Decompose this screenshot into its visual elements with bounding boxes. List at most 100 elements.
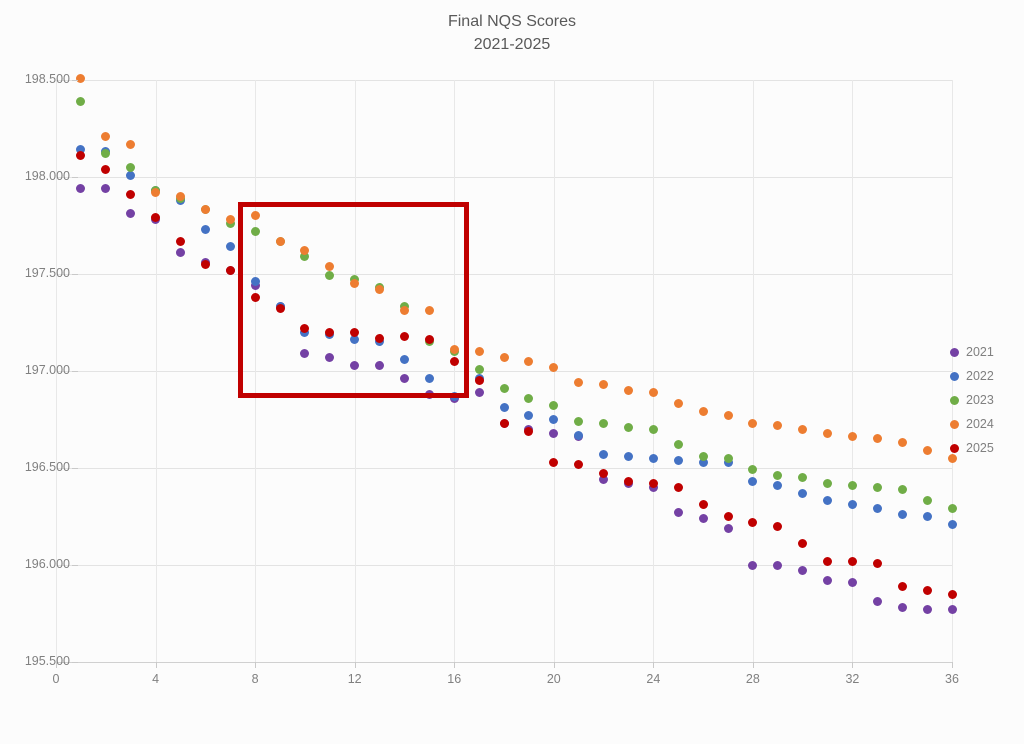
x-axis-tick-mark — [653, 662, 655, 668]
gridline-vertical — [653, 80, 655, 662]
data-point-2022 — [574, 430, 584, 440]
gridline-vertical — [952, 80, 953, 662]
y-axis-tick-label: 198.500 — [24, 72, 70, 86]
y-axis-tick-label: 195.500 — [24, 654, 70, 668]
data-point-2023 — [300, 252, 310, 262]
data-point-2024 — [599, 380, 609, 390]
data-point-2024 — [126, 139, 136, 149]
data-point-2023 — [101, 149, 111, 159]
data-point-2021 — [76, 184, 86, 194]
y-axis-tick-mark — [72, 468, 78, 469]
data-point-2022 — [648, 453, 658, 463]
data-point-2024 — [648, 387, 658, 397]
data-point-2022 — [947, 519, 957, 529]
data-point-2023 — [623, 422, 633, 432]
data-point-2025 — [823, 556, 833, 566]
y-axis-tick-mark — [72, 177, 78, 178]
data-point-2022 — [673, 455, 683, 465]
data-point-2023 — [847, 480, 857, 490]
data-point-2023 — [773, 471, 783, 481]
gridline-vertical — [155, 80, 157, 662]
data-point-2025 — [200, 259, 210, 269]
data-point-2021 — [474, 387, 484, 397]
data-point-2025 — [250, 292, 260, 302]
data-point-2025 — [275, 304, 285, 314]
data-point-2022 — [549, 415, 559, 424]
data-point-2021 — [549, 428, 559, 438]
gridline-horizontal — [56, 177, 952, 178]
data-point-2022 — [823, 496, 833, 506]
data-point-2025 — [773, 521, 783, 531]
y-axis-tick-label: 197.500 — [24, 266, 70, 280]
data-point-2024 — [947, 453, 957, 463]
data-point-2025 — [424, 335, 434, 345]
data-point-2022 — [399, 354, 409, 364]
data-point-2024 — [101, 131, 111, 141]
data-point-2022 — [922, 512, 932, 521]
data-point-2024 — [773, 420, 783, 430]
data-point-2025 — [698, 500, 708, 510]
data-point-2025 — [126, 189, 136, 199]
data-point-2024 — [847, 432, 857, 442]
data-point-2021 — [126, 209, 136, 219]
data-point-2021 — [798, 566, 808, 576]
data-point-2024 — [76, 73, 86, 83]
data-point-2024 — [623, 385, 633, 395]
x-axis-tick-label: 24 — [646, 672, 661, 686]
legend-item-2023[interactable]: 2023 — [950, 388, 1016, 412]
data-point-2022 — [798, 488, 808, 498]
data-point-2025 — [499, 418, 509, 428]
data-point-2023 — [648, 424, 658, 434]
legend-item-2021[interactable]: 2021 — [950, 340, 1016, 364]
data-point-2023 — [947, 504, 957, 514]
data-point-2022 — [225, 242, 235, 252]
y-axis-tick-label: 196.000 — [24, 557, 70, 571]
data-point-2025 — [524, 426, 534, 436]
data-point-2021 — [872, 597, 882, 607]
data-point-2024 — [399, 306, 409, 316]
x-axis-tick-label: 32 — [845, 672, 860, 686]
x-axis-tick-mark — [852, 662, 854, 668]
data-point-2025 — [474, 376, 484, 386]
data-point-2024 — [250, 211, 260, 221]
legend-item-2024[interactable]: 2024 — [950, 412, 1016, 436]
chart-title: Final NQS Scores 2021-2025 — [0, 10, 1024, 56]
data-point-2021 — [947, 605, 957, 615]
x-axis-tick-mark — [952, 662, 953, 668]
gridline-vertical — [56, 80, 57, 662]
data-point-2023 — [872, 482, 882, 492]
data-point-2025 — [300, 323, 310, 333]
data-point-2025 — [151, 213, 161, 223]
chart-legend: 2021 2022 2023 2024 2025 — [950, 340, 1016, 460]
data-point-2021 — [773, 560, 783, 570]
data-point-2023 — [823, 479, 833, 489]
data-point-2024 — [798, 424, 808, 434]
data-point-2024 — [922, 446, 932, 456]
data-point-2021 — [101, 184, 111, 194]
y-axis-tick-label: 197.000 — [24, 363, 70, 377]
data-point-2024 — [375, 285, 385, 295]
y-axis-tick-label: 198.000 — [24, 169, 70, 183]
data-point-2021 — [350, 360, 360, 370]
data-point-2021 — [300, 349, 310, 359]
gridline-vertical — [454, 80, 456, 662]
data-point-2025 — [350, 327, 360, 337]
data-point-2024 — [524, 356, 534, 366]
gridline-vertical — [752, 80, 754, 662]
legend-swatch-icon — [950, 443, 959, 453]
data-point-2024 — [175, 191, 185, 201]
legend-item-label: 2025 — [966, 441, 994, 455]
data-point-2025 — [872, 558, 882, 568]
legend-swatch-icon — [950, 395, 959, 405]
data-point-2023 — [76, 96, 86, 106]
data-point-2025 — [648, 479, 658, 489]
data-point-2025 — [947, 589, 957, 599]
data-point-2023 — [748, 465, 758, 475]
data-point-2021 — [599, 475, 609, 485]
data-point-2025 — [847, 556, 857, 566]
data-point-2025 — [748, 517, 758, 527]
legend-item-2025[interactable]: 2025 — [950, 436, 1016, 460]
data-point-2021 — [325, 352, 335, 362]
legend-item-2022[interactable]: 2022 — [950, 364, 1016, 388]
data-point-2021 — [897, 603, 907, 613]
